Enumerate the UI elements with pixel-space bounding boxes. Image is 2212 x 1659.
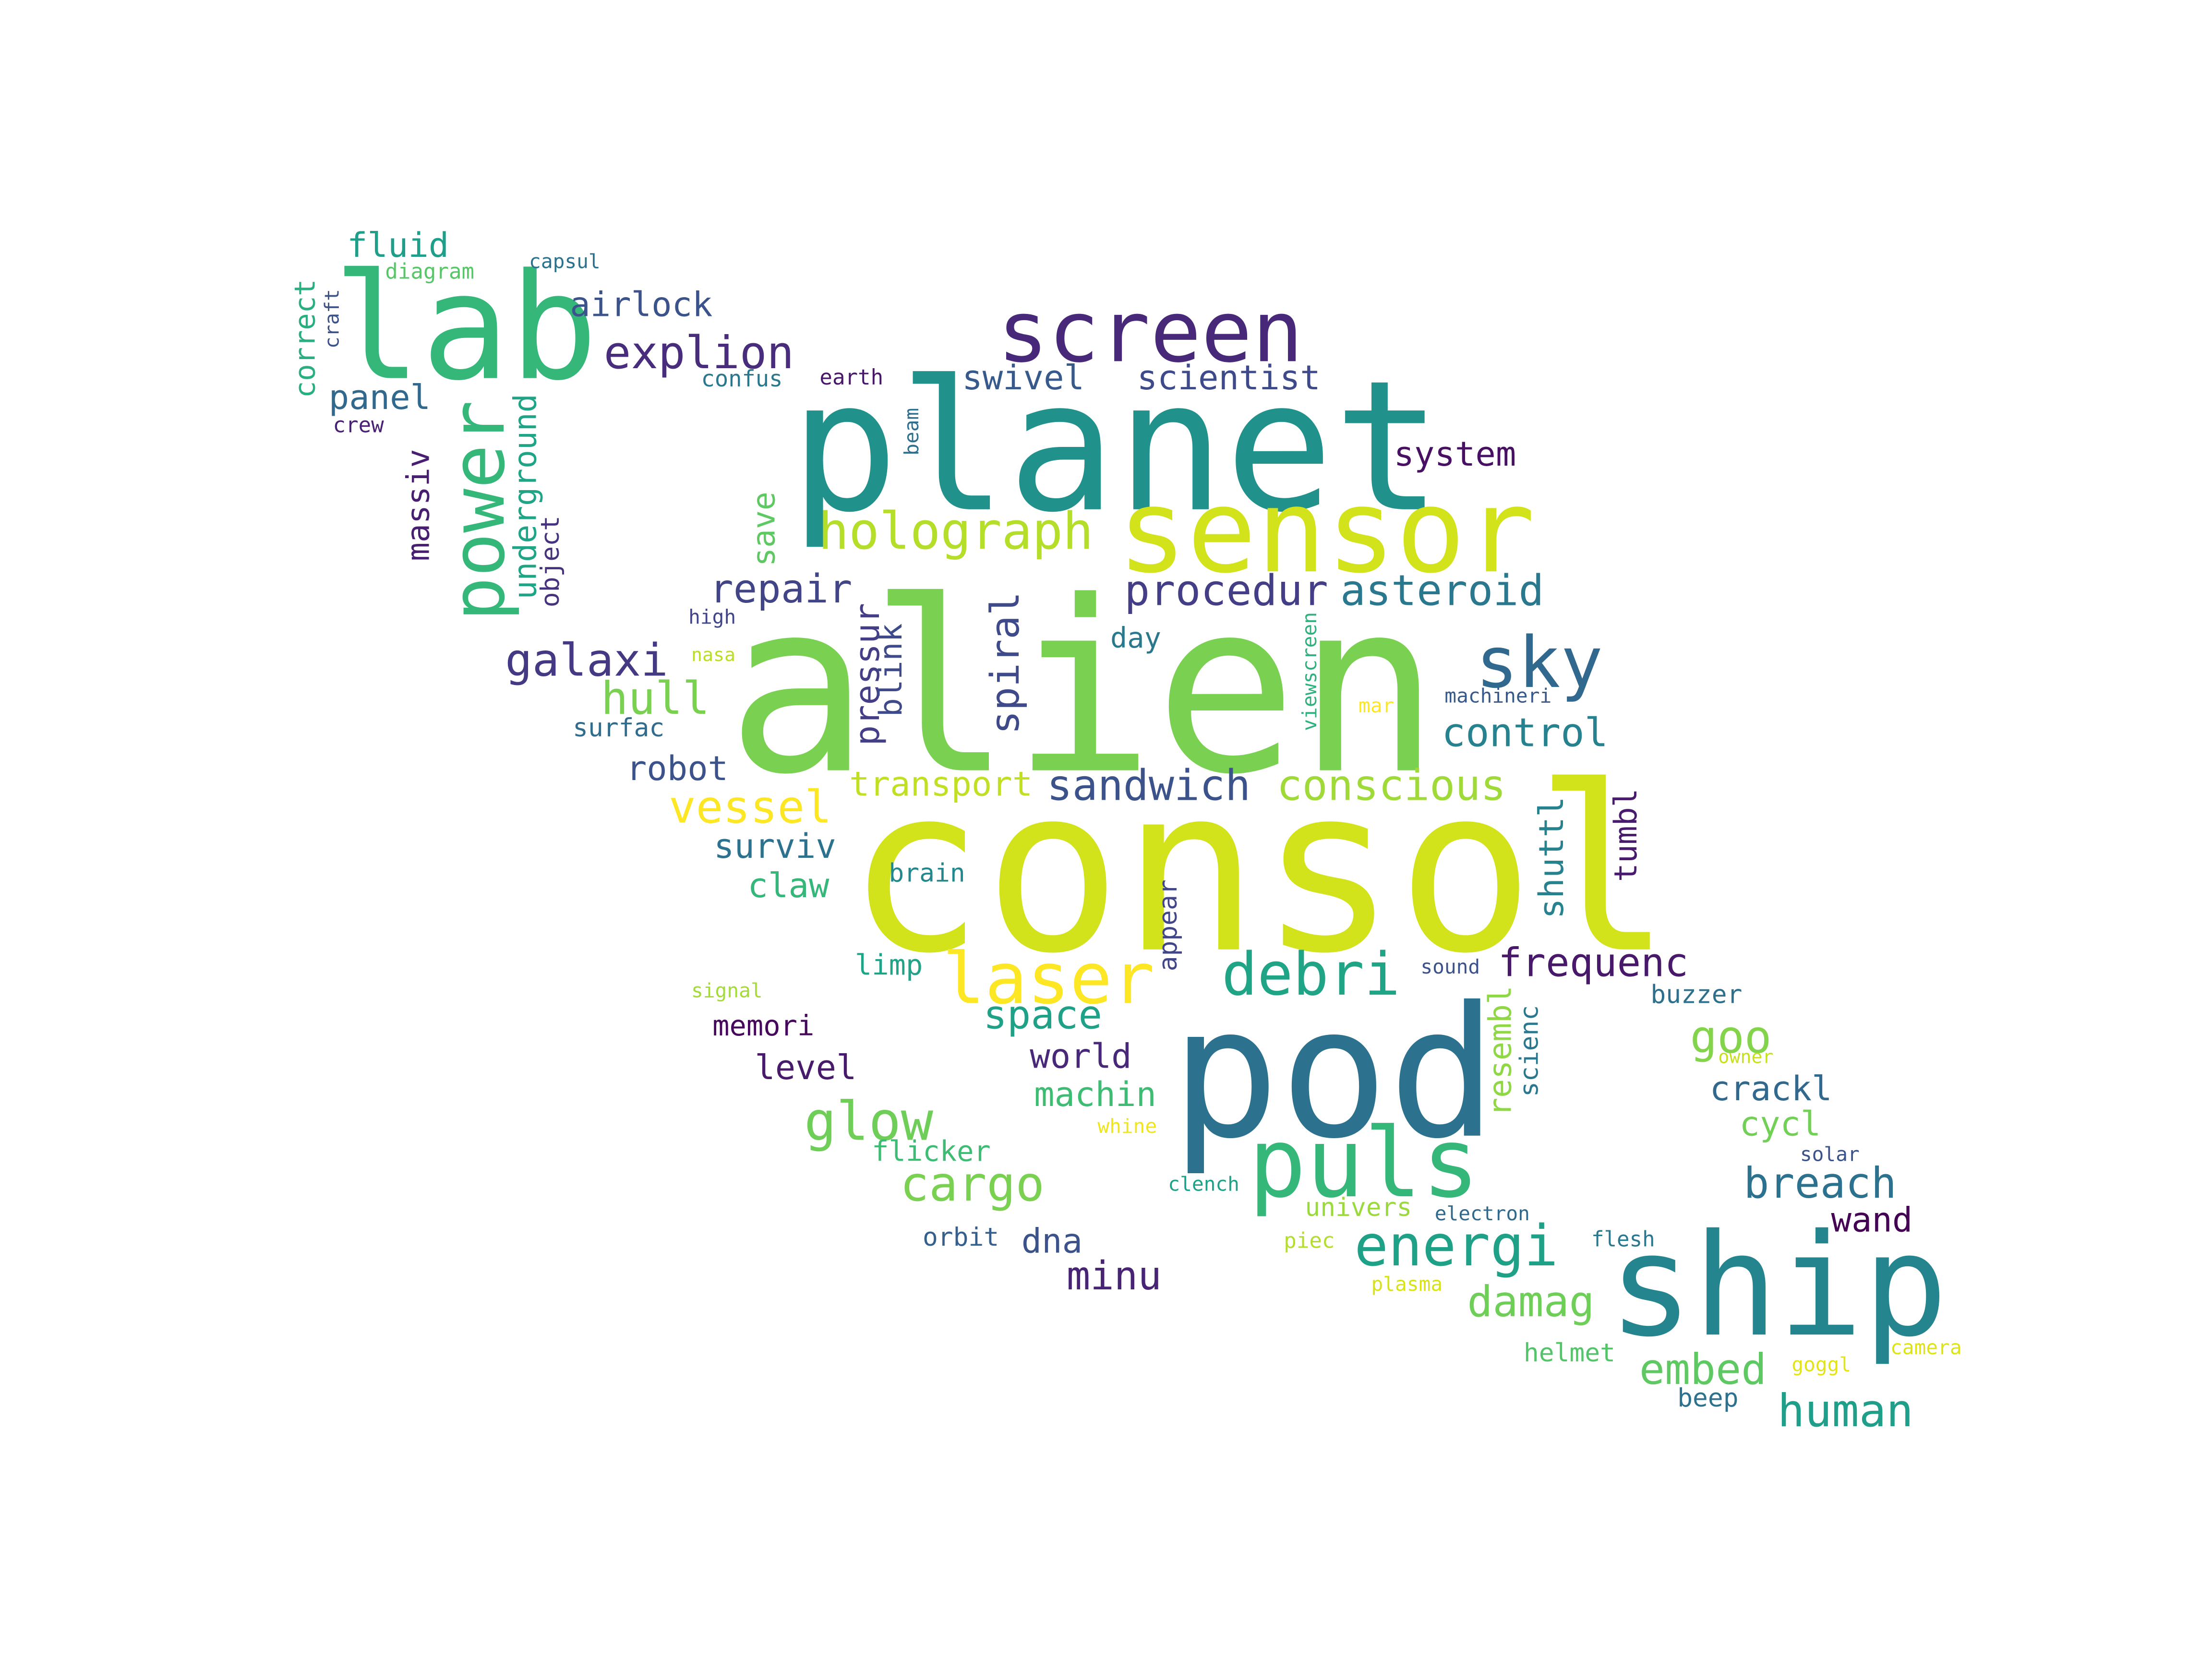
word: earth — [819, 364, 884, 390]
word: capsul — [529, 251, 601, 274]
word: camera — [1890, 1337, 1962, 1360]
word: confus — [701, 365, 783, 392]
word: resembl — [1484, 986, 1520, 1117]
word: univers — [1305, 1193, 1412, 1223]
word: clench — [1168, 1174, 1239, 1197]
word: diagram — [385, 259, 475, 285]
word: craft — [322, 289, 345, 349]
word: surviv — [714, 827, 836, 866]
word: system — [1394, 434, 1516, 474]
word: human — [1777, 1383, 1913, 1438]
word: whine — [1097, 1116, 1157, 1139]
word: electron — [1434, 1203, 1530, 1226]
word: flesh — [1591, 1226, 1655, 1252]
word: asteroid — [1340, 567, 1544, 617]
word: glow — [804, 1090, 934, 1153]
word: scientist — [1137, 358, 1321, 398]
word: fluid — [347, 226, 449, 265]
word: breach — [1743, 1159, 1897, 1209]
word: damag — [1467, 1278, 1595, 1328]
word: limp — [854, 948, 923, 982]
word: power — [437, 400, 522, 621]
word: machineri — [1444, 685, 1552, 709]
word: spiral — [982, 591, 1029, 734]
word: minu — [1066, 1252, 1162, 1299]
word: appear — [1154, 879, 1184, 972]
word: ship — [1608, 1203, 1948, 1369]
word: piec — [1284, 1228, 1335, 1254]
word: alien — [726, 550, 1440, 827]
word: memori — [712, 1009, 815, 1043]
word: beam — [901, 408, 924, 456]
word: mar — [1358, 695, 1395, 718]
word: repair — [709, 565, 853, 613]
word: vessel — [668, 780, 832, 834]
word: shuttl — [1532, 796, 1572, 919]
word: wand — [1831, 1200, 1913, 1240]
word: procedur — [1124, 567, 1328, 617]
word: viewscreen — [1299, 612, 1322, 731]
word: energi — [1354, 1214, 1558, 1280]
word: high — [688, 606, 736, 629]
word: signal — [691, 980, 763, 1003]
word: scienc — [1515, 1005, 1545, 1097]
word: screen — [997, 283, 1303, 383]
word: galaxi — [505, 633, 668, 687]
word: swivel — [962, 358, 1085, 398]
word: beep — [1677, 1383, 1739, 1414]
word: explion — [603, 325, 794, 380]
word: buzzer — [1650, 980, 1743, 1010]
word: machin — [1034, 1075, 1156, 1115]
word: holograph — [818, 504, 1094, 562]
word: planet — [790, 343, 1443, 553]
word: consol — [846, 739, 1672, 1005]
word: sandwich — [1046, 761, 1251, 811]
word: claw — [747, 866, 830, 906]
word: sound — [1420, 956, 1480, 979]
word: lab — [333, 241, 598, 414]
word: day — [1110, 621, 1161, 655]
word: panel — [328, 378, 431, 418]
word: solar — [1800, 1144, 1860, 1167]
word: sky — [1475, 622, 1603, 704]
word: frequenc — [1498, 939, 1689, 986]
word: sensor — [1117, 465, 1536, 600]
word: tumbl — [1610, 788, 1645, 882]
word: airlock — [570, 285, 713, 325]
word: crew — [333, 412, 384, 438]
word: save — [747, 492, 783, 566]
word: transport — [849, 764, 1033, 805]
word: cargo — [900, 1156, 1045, 1214]
word: robot — [626, 749, 729, 789]
word: crackl — [1709, 1069, 1832, 1109]
word: correct — [288, 279, 322, 398]
word: goggl — [1791, 1354, 1851, 1377]
word: world — [1030, 1037, 1132, 1077]
word: level — [755, 1048, 857, 1088]
word: blink — [875, 623, 910, 717]
word: embed — [1639, 1346, 1767, 1395]
word: owner — [1718, 1047, 1774, 1069]
word: pod — [1171, 969, 1497, 1179]
word: brain — [889, 859, 965, 889]
word: helmet — [1523, 1338, 1615, 1369]
word: hull — [601, 671, 710, 725]
word: plasma — [1371, 1274, 1443, 1297]
word: space — [983, 991, 1103, 1038]
word: surfac — [573, 714, 665, 744]
word: laser — [942, 938, 1155, 1020]
word: goo — [1690, 1010, 1772, 1064]
word: control — [1442, 709, 1609, 757]
word: nasa — [691, 645, 736, 667]
word: flicker — [872, 1134, 991, 1168]
word: dna — [1021, 1221, 1083, 1262]
word: conscious — [1276, 761, 1506, 811]
word: cycl — [1739, 1105, 1821, 1144]
word: puls — [1248, 1108, 1480, 1221]
word: object — [536, 516, 566, 608]
word: orbit — [922, 1223, 999, 1253]
word: massiv — [402, 449, 438, 561]
word: debri — [1221, 939, 1400, 1009]
